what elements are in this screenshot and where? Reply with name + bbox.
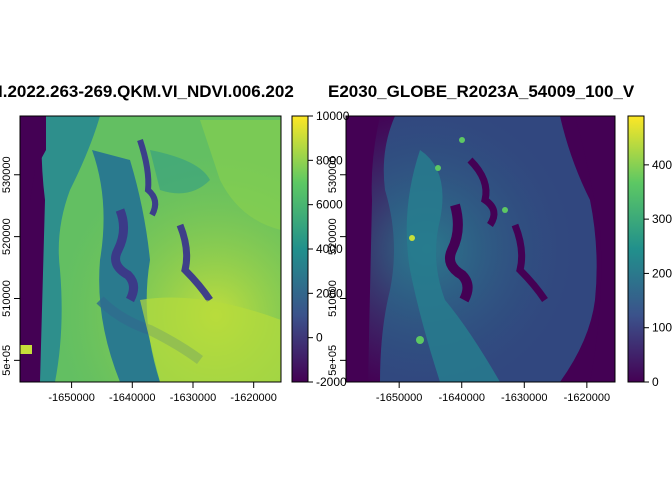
x-tick-label: -1640000 (438, 392, 485, 404)
y-tick-label: 530000 (327, 156, 339, 193)
legend-tick-label: 400 (652, 158, 672, 172)
y-tick-label: 520000 (327, 218, 339, 255)
x-tick-label: -1650000 (376, 392, 423, 404)
legend-tick-label: 0 (652, 375, 659, 389)
legend-tick-label: -2000 (316, 375, 347, 389)
x-tick-label: -1650000 (48, 392, 95, 404)
legend-tick-label: 0 (316, 331, 323, 345)
colorbar-left (291, 115, 309, 383)
x-tick-label: -1620000 (230, 392, 277, 404)
frame-left (19, 115, 282, 383)
legend-tick-label: 100 (652, 321, 672, 335)
y-tick-label: 5e+05 (1, 345, 13, 376)
raster-right (346, 116, 615, 382)
colorbar-right (627, 115, 645, 383)
legend-tick-label: 10000 (316, 109, 350, 123)
x-tick-label: -1640000 (109, 392, 156, 404)
plot-title-right: E2030_GLOBE_R2023A_54009_100_V (328, 82, 635, 101)
legend-tick-label: 8000 (316, 153, 343, 167)
plot-title-left: I.2022.263-269.QKM.VI_NDVI.006.202 (0, 82, 294, 101)
legend-tick-label: 6000 (316, 198, 343, 212)
legend-tick-label: 200 (652, 266, 672, 280)
y-tick-label: 510000 (1, 280, 13, 317)
y-tick-label: 510000 (327, 280, 339, 317)
frame-right (345, 115, 616, 383)
x-tick-label: -1630000 (501, 392, 548, 404)
y-tick-label: 5e+05 (327, 345, 339, 376)
y-tick-label: 530000 (1, 156, 13, 193)
legend-tick-label: 4000 (316, 242, 343, 256)
x-tick-label: -1630000 (170, 392, 217, 404)
y-tick-label: 520000 (1, 218, 13, 255)
legend-tick-label: 300 (652, 212, 672, 226)
raster-left (20, 116, 281, 382)
x-tick-label: -1620000 (564, 392, 611, 404)
legend-tick-label: 2000 (316, 286, 343, 300)
